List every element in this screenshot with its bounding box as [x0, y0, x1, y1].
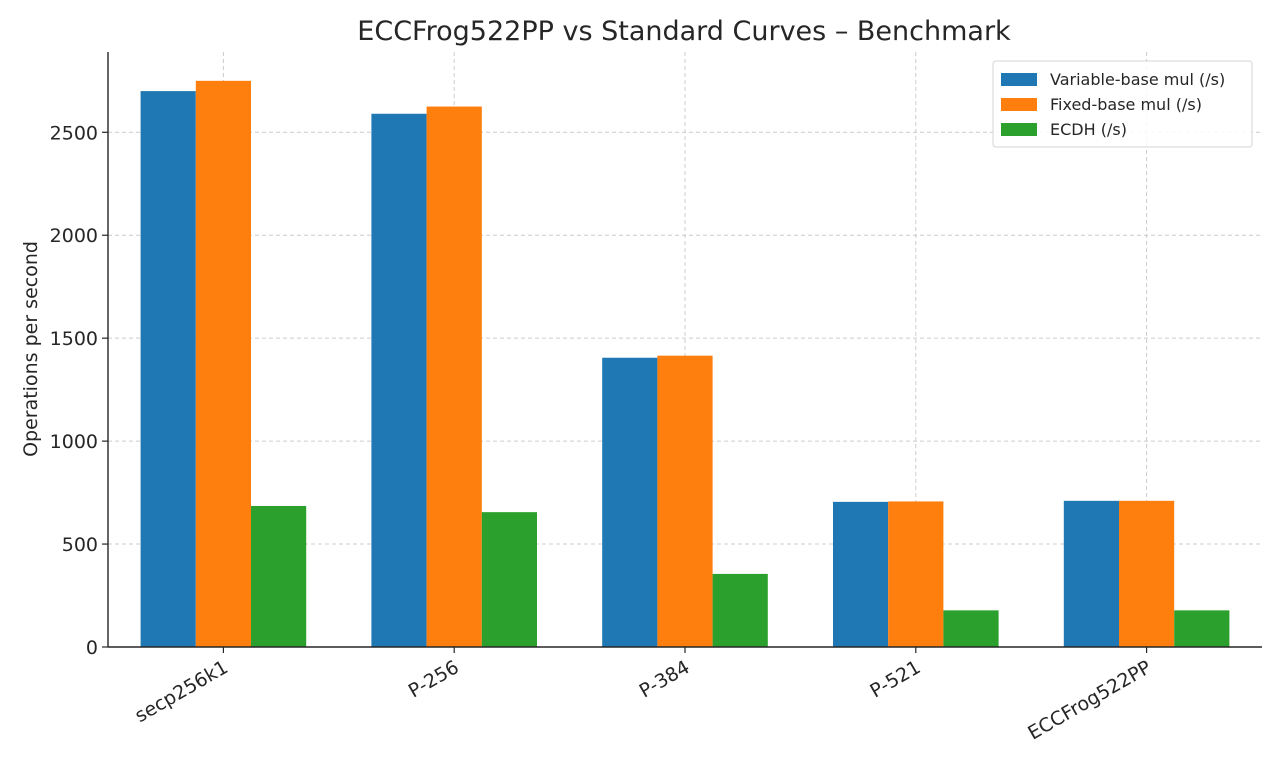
x-tick-label: ECCFrog522PP [1024, 656, 1155, 744]
bar-P-521-series-3 [943, 610, 999, 647]
legend-swatch [1001, 98, 1037, 111]
y-tick-label: 500 [62, 534, 98, 556]
y-tick-label: 1500 [50, 328, 98, 350]
y-tick-label: 2000 [50, 225, 98, 247]
bars [140, 80, 1230, 647]
bar-ECCFrog522PP-series-3 [1174, 610, 1230, 647]
x-axis-ticks: secp256k1 P-256 P-384 P-521 ECCFrog522PP [131, 647, 1155, 745]
bar-P-384-series-3 [712, 573, 768, 647]
bar-P-256-series-1 [371, 113, 427, 647]
y-tick-label: 0 [86, 637, 98, 659]
legend-box [992, 60, 1253, 148]
legend-swatch [1001, 123, 1037, 136]
legend-label: ECDH (/s) [1050, 120, 1127, 139]
legend-swatch [1001, 73, 1037, 86]
y-tick-label: 2500 [50, 122, 98, 144]
y-axis-ticks: 0 500 1000 1500 2000 2500 [50, 122, 108, 659]
bar-ECCFrog522PP-series-1 [1063, 500, 1119, 647]
bar-secp256k1-series-2 [195, 80, 251, 647]
x-tick-label: P-521 [866, 656, 924, 702]
x-tick-label: P-256 [405, 656, 463, 702]
bar-P-384-series-1 [602, 357, 658, 647]
bar-secp256k1-series-1 [140, 91, 196, 647]
y-tick-label: 1000 [50, 431, 98, 453]
x-tick-label: P-384 [636, 656, 694, 702]
legend-label: Fixed-base mul (/s) [1050, 95, 1202, 114]
chart-title: ECCFrog522PP vs Standard Curves – Benchm… [357, 16, 1011, 47]
bar-P-521-series-2 [888, 501, 944, 647]
legend: Variable-base mul (/s) Fixed-base mul (/s… [992, 60, 1253, 148]
bar-secp256k1-series-3 [251, 505, 307, 647]
bar-P-521-series-1 [833, 501, 889, 647]
x-tick-label: secp256k1 [131, 656, 232, 727]
bar-P-256-series-2 [426, 106, 482, 647]
bar-P-384-series-2 [657, 355, 713, 647]
y-axis-label: Operations per second [20, 241, 42, 457]
bar-P-256-series-3 [481, 512, 537, 647]
legend-label: Variable-base mul (/s) [1050, 70, 1225, 89]
bar-ECCFrog522PP-series-2 [1119, 500, 1175, 647]
